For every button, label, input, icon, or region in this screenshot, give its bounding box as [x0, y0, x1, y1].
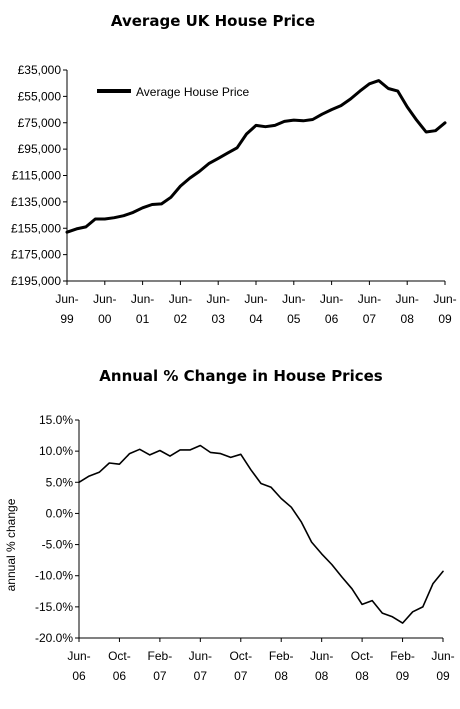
x-tick-label: 07	[194, 669, 208, 683]
legend-label: Average House Price	[136, 85, 250, 99]
x-tick-label: Jun-	[55, 292, 78, 306]
chart2-x-axis: Jun- 06 Oct- 06 Feb- 07 Jun- 07 Oct- 07 Feb- 08 Jun-…	[67, 637, 455, 683]
x-tick-label: 05	[287, 312, 301, 326]
x-tick-label: Oct-	[351, 649, 374, 663]
x-tick-label: Jun-	[320, 292, 343, 306]
y-tick-label: £35,000	[18, 63, 62, 77]
x-tick-label: 00	[98, 312, 112, 326]
x-tick-label: Jun-	[67, 649, 90, 663]
x-tick-label: 04	[249, 312, 263, 326]
chart2-y-axis-label: annual % change	[4, 498, 18, 591]
x-tick-label: Jun-	[431, 649, 454, 663]
x-tick-label: 08	[275, 669, 289, 683]
x-tick-label: Jun-	[93, 292, 116, 306]
chart2-plot-area	[78, 444, 444, 624]
x-tick-label: 06	[113, 669, 127, 683]
x-tick-label: Jun-	[131, 292, 154, 306]
y-tick-label: -20.0%	[35, 631, 73, 645]
x-tick-label: 99	[60, 312, 74, 326]
x-tick-label: 02	[174, 312, 188, 326]
series-line-0	[78, 444, 444, 624]
x-tick-label: Feb-	[148, 649, 173, 663]
y-tick-label: 5.0%	[46, 475, 74, 489]
x-tick-label: 09	[396, 669, 410, 683]
y-tick-label: 0.0%	[46, 506, 74, 520]
chart2-y-axis: 15.0% 10.0% 5.0% 0.0% -5.0% -10.0% -15.0% -20.0…	[35, 413, 80, 645]
x-tick-label: 01	[136, 312, 150, 326]
chart1-title: Average UK House Price	[111, 12, 315, 30]
y-tick-label: 15.0%	[39, 413, 73, 427]
y-tick-label: -15.0%	[35, 600, 73, 614]
x-tick-label: 08	[315, 669, 329, 683]
x-tick-label: Jun-	[189, 649, 212, 663]
y-tick-label: 10.0%	[39, 444, 73, 458]
x-tick-label: Jun-	[396, 292, 419, 306]
y-tick-label: £95,000	[18, 142, 62, 156]
x-tick-label: 08	[355, 669, 369, 683]
chart2-title: Annual % Change in House Prices	[99, 367, 383, 385]
y-tick-label: £175,000	[11, 248, 61, 262]
series-line-0	[65, 79, 447, 234]
y-tick-label: £55,000	[18, 89, 62, 103]
average-price-chart: Average UK House Price £35,000 £55,000 £75…	[11, 12, 457, 326]
x-tick-label: 07	[363, 312, 377, 326]
chart1-y-axis: £35,000 £55,000 £75,000 £95,000 £115,000 £135…	[11, 63, 68, 288]
x-tick-label: 06	[325, 312, 339, 326]
x-tick-label: 07	[153, 669, 167, 683]
chart1-x-axis: Jun- 99 Jun- 00 Jun- 01 Jun- 02 Jun- 03 Jun- 04 Jun-…	[55, 280, 457, 326]
x-tick-label: Feb-	[269, 649, 294, 663]
x-tick-label: Oct-	[108, 649, 131, 663]
x-tick-label: Jun-	[207, 292, 230, 306]
chart1-legend: Average House Price	[97, 85, 250, 99]
chart1-plot-area	[65, 79, 447, 234]
x-tick-label: 08	[401, 312, 415, 326]
x-tick-label: Jun-	[169, 292, 192, 306]
x-tick-label: 09	[438, 312, 452, 326]
y-tick-label: £135,000	[11, 195, 61, 209]
x-tick-label: Jun-	[244, 292, 267, 306]
annual-change-chart: Annual % Change in House Prices annual %…	[4, 367, 455, 683]
y-tick-label: £115,000	[12, 169, 61, 183]
x-tick-label: Jun-	[282, 292, 305, 306]
y-tick-label: -10.0%	[35, 569, 73, 583]
x-tick-label: Oct-	[229, 649, 252, 663]
y-tick-label: -5.0%	[42, 538, 74, 552]
y-tick-label: £155,000	[11, 221, 61, 235]
x-tick-label: 09	[436, 669, 450, 683]
x-tick-label: 07	[234, 669, 248, 683]
y-tick-label: £195,000	[11, 274, 61, 288]
x-tick-label: Feb-	[390, 649, 415, 663]
x-tick-label: Jun-	[310, 649, 333, 663]
x-tick-label: 03	[212, 312, 226, 326]
y-tick-label: £75,000	[18, 116, 62, 130]
x-tick-label: Jun-	[358, 292, 381, 306]
x-tick-label: 06	[72, 669, 86, 683]
x-tick-label: Jun-	[433, 292, 456, 306]
